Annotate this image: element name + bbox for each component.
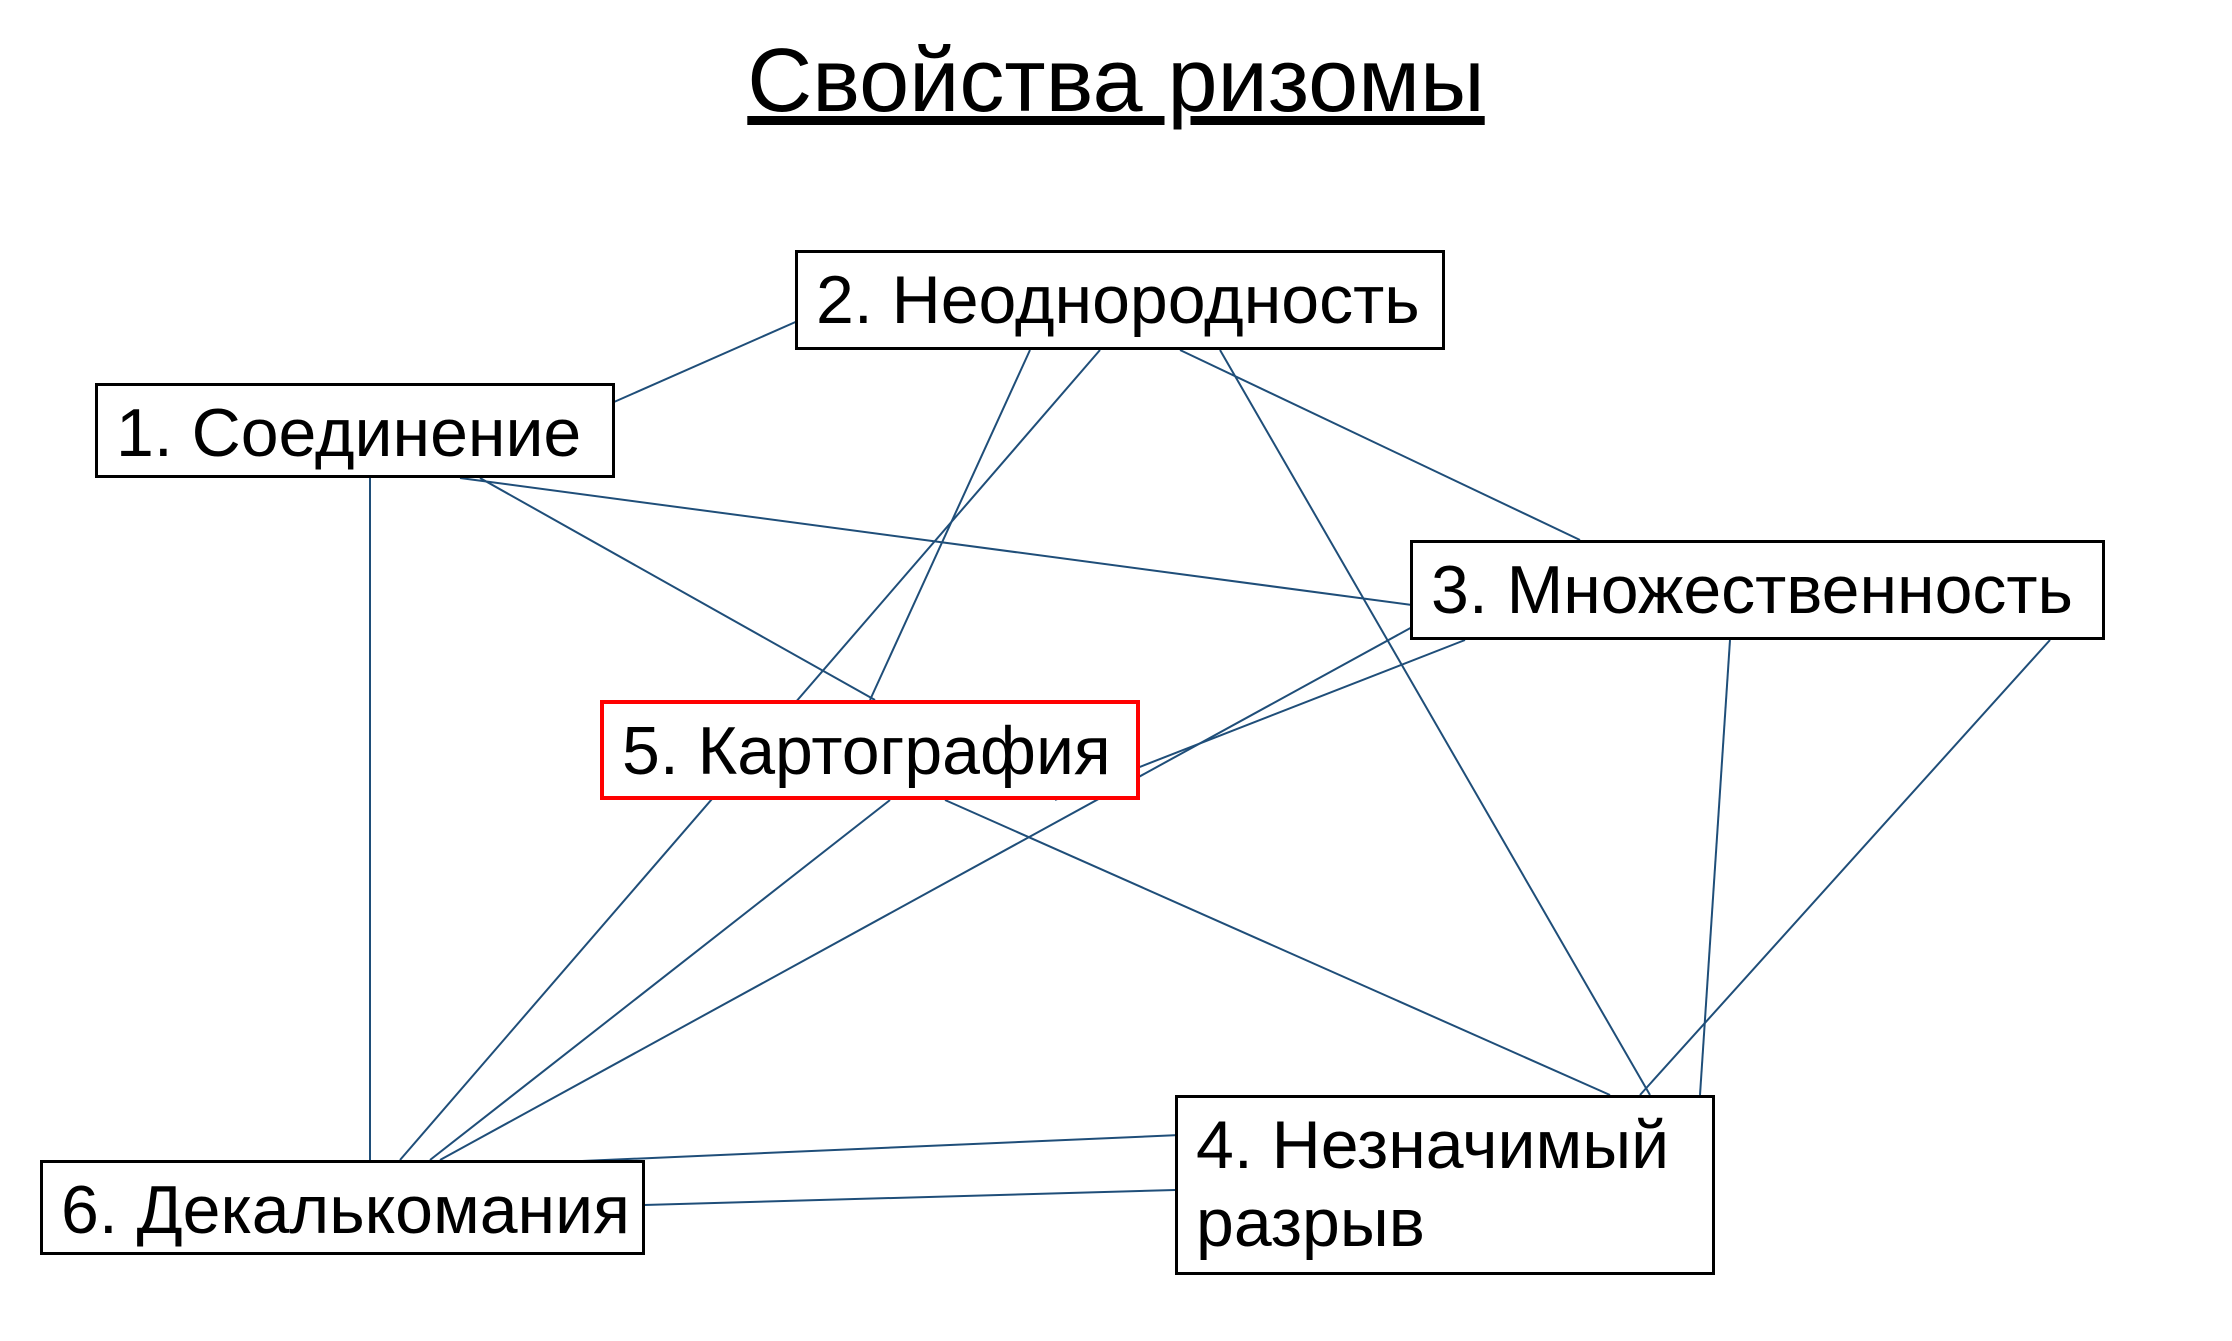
node-n5: 5. Картография: [600, 700, 1140, 800]
diagram-title: Свойства ризомы: [747, 30, 1484, 133]
edge: [1640, 640, 2050, 1095]
edge: [644, 1190, 1175, 1205]
node-n6: 6. Декалькомания: [40, 1160, 645, 1255]
edges-layer: [0, 0, 2232, 1341]
edge: [614, 320, 800, 402]
edge: [1180, 350, 1580, 540]
edge: [1700, 640, 1730, 1095]
edge: [480, 478, 875, 700]
edge: [1220, 350, 1650, 1095]
node-n4: 4. Незначимый разрыв: [1175, 1095, 1715, 1275]
edge: [430, 800, 890, 1160]
diagram-canvas: Свойства ризомы 1. Соединение 2. Неодноро…: [0, 0, 2232, 1341]
node-n2: 2. Неоднородность: [795, 250, 1445, 350]
node-n1: 1. Соединение: [95, 383, 615, 478]
edge: [870, 350, 1030, 700]
node-n3: 3. Множественность: [1410, 540, 2105, 640]
edge: [460, 478, 1412, 605]
edge: [945, 800, 1610, 1095]
